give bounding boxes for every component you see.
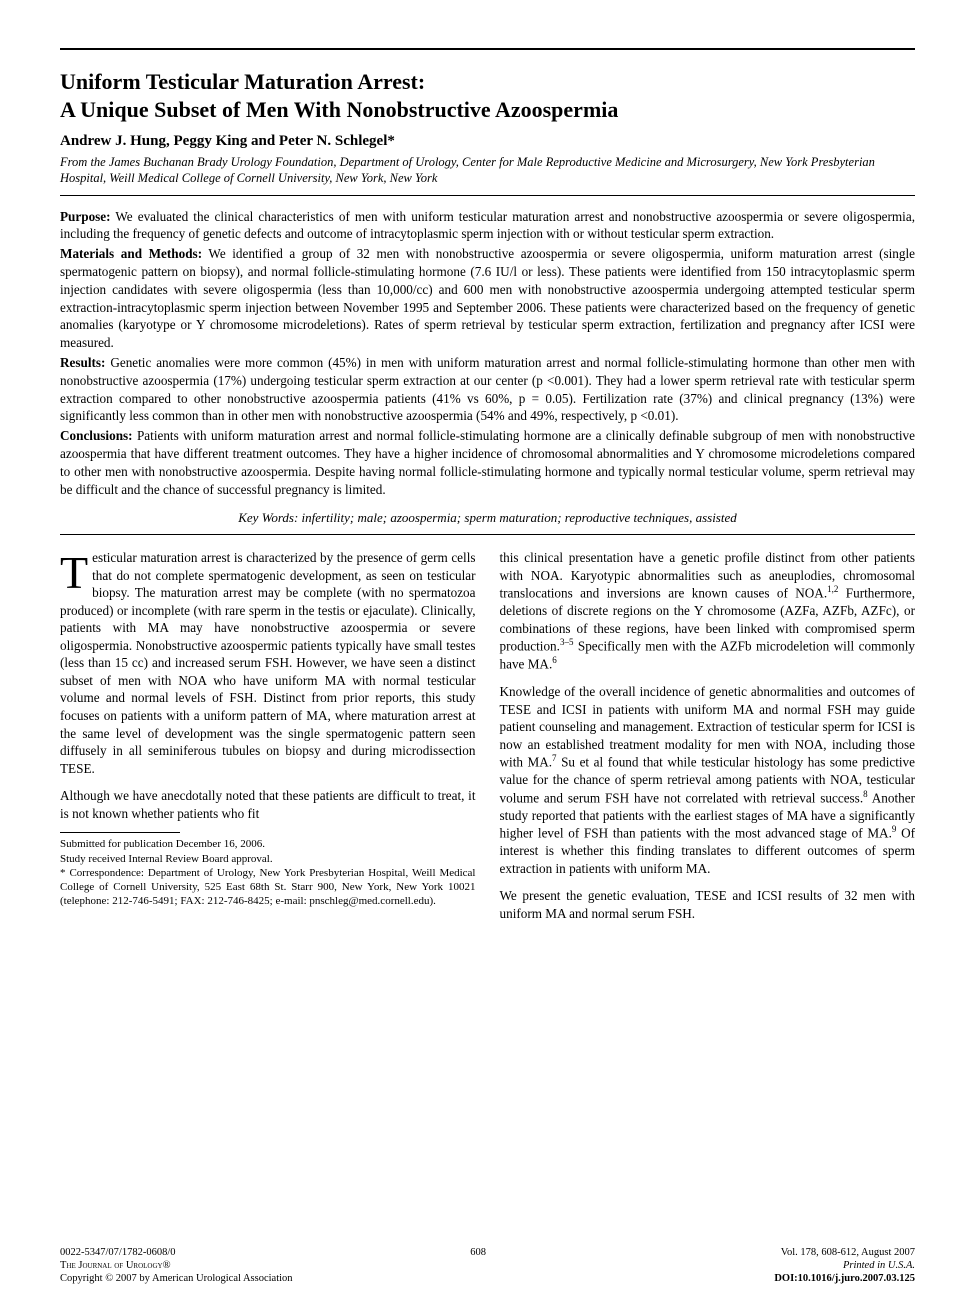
body-p5: We present the genetic evaluation, TESE …: [500, 887, 916, 922]
purpose-text: We evaluated the clinical characteristic…: [60, 209, 915, 242]
body-p3: this clinical presentation have a geneti…: [500, 549, 916, 673]
footnote-1: Submitted for publication December 16, 2…: [60, 837, 476, 851]
methods-label: Materials and Methods:: [60, 246, 202, 261]
title-line-1: Uniform Testicular Maturation Arrest:: [60, 69, 425, 94]
keywords: Key Words: infertility; male; azoospermi…: [60, 509, 915, 527]
header-rule: [60, 195, 915, 196]
results-label: Results:: [60, 355, 105, 370]
purpose-label: Purpose:: [60, 209, 111, 224]
conclusions-label: Conclusions:: [60, 428, 133, 443]
page-footer: 0022-5347/07/1782-0608/0 608 Vol. 178, 6…: [60, 1246, 915, 1285]
article-title: Uniform Testicular Maturation Arrest: A …: [60, 68, 915, 123]
authors: Andrew J. Hung, Peggy King and Peter N. …: [60, 133, 915, 150]
ref-1-2: 1,2: [827, 584, 838, 594]
footer-issn: 0022-5347/07/1782-0608/0: [60, 1246, 176, 1259]
results-text: Genetic anomalies were more common (45%)…: [60, 355, 915, 423]
body-text: Testicular maturation arrest is characte…: [60, 549, 915, 922]
footer-copyright: Copyright © 2007 by American Urological …: [60, 1272, 293, 1285]
body-p2: Although we have anecdotally noted that …: [60, 787, 476, 822]
footnote-2: Study received Internal Review Board app…: [60, 852, 476, 866]
footer-doi: DOI:10.1016/j.juro.2007.03.125: [774, 1272, 915, 1285]
title-line-2: A Unique Subset of Men With Nonobstructi…: [60, 97, 618, 122]
top-rule: [60, 48, 915, 50]
body-p1: Testicular maturation arrest is characte…: [60, 549, 476, 777]
abstract-bottom-rule: [60, 534, 915, 535]
abstract-block: Purpose: We evaluated the clinical chara…: [60, 208, 915, 527]
reg-mark: ®: [163, 1260, 171, 1271]
footer-page-number: 608: [176, 1246, 781, 1259]
ref-6: 6: [552, 655, 557, 665]
affiliation: From the James Buchanan Brady Urology Fo…: [60, 154, 915, 187]
footer-vol: Vol. 178, 608-612, August 2007: [781, 1246, 915, 1259]
footer-journal: The Journal of Urology: [60, 1260, 163, 1271]
conclusions-text: Patients with uniform maturation arrest …: [60, 428, 915, 496]
body-p4: Knowledge of the overall incidence of ge…: [500, 683, 916, 877]
footnote-block: Submitted for publication December 16, 2…: [60, 832, 476, 908]
footer-printed: Printed in U.S.A.: [843, 1259, 915, 1272]
footnote-3: * Correspondence: Department of Urology,…: [60, 866, 476, 909]
footnote-rule: [60, 832, 180, 833]
ref-3-5: 3–5: [560, 637, 574, 647]
methods-text: We identified a group of 32 men with non…: [60, 246, 915, 350]
